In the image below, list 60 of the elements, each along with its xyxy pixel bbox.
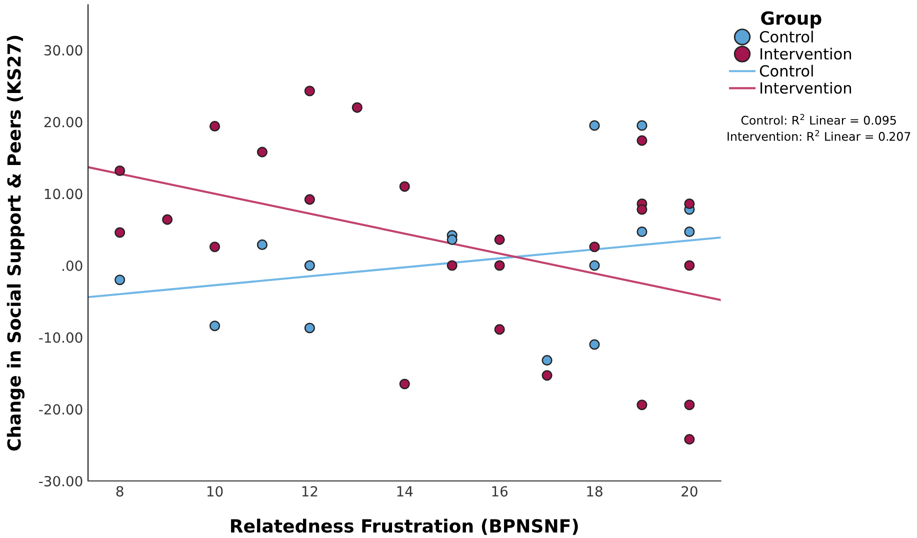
point bbox=[636, 135, 648, 146]
point bbox=[304, 194, 315, 205]
point bbox=[352, 102, 362, 113]
point bbox=[399, 378, 410, 390]
point bbox=[636, 120, 648, 131]
legend-label: Control bbox=[760, 64, 813, 77]
point bbox=[636, 400, 648, 410]
y-tick-label: .00 bbox=[62, 260, 82, 272]
legend-title: Group bbox=[761, 11, 822, 28]
x-tick-label: 8 bbox=[116, 486, 124, 497]
x-axis-title: Relatedness Frustration (BPNSNF) bbox=[231, 518, 578, 535]
y-tick-label: -20.00 bbox=[39, 404, 82, 415]
y-tick-label: -30.00 bbox=[39, 476, 82, 486]
point bbox=[542, 355, 552, 366]
point bbox=[446, 260, 458, 271]
point bbox=[494, 324, 505, 335]
point bbox=[114, 274, 126, 286]
text: Intervention: R$^{2}$ Linear = 0.207 bbox=[728, 130, 910, 141]
point bbox=[589, 120, 600, 131]
point bbox=[209, 320, 220, 332]
point bbox=[589, 260, 600, 271]
point bbox=[494, 260, 505, 271]
x-tick-label: 14 bbox=[397, 486, 413, 496]
legend-label: Intervention bbox=[760, 48, 852, 60]
point bbox=[256, 146, 268, 158]
point bbox=[304, 322, 315, 334]
point bbox=[636, 204, 648, 215]
point bbox=[589, 242, 600, 252]
x-tick-label: 20 bbox=[682, 486, 698, 497]
y-tick-label: 30.00 bbox=[44, 45, 82, 56]
point bbox=[589, 339, 600, 350]
point bbox=[209, 242, 220, 252]
point bbox=[684, 260, 695, 271]
point bbox=[162, 214, 173, 225]
point bbox=[304, 260, 315, 271]
point bbox=[304, 86, 315, 96]
point bbox=[399, 181, 410, 192]
x-tick-label: 18 bbox=[587, 486, 602, 497]
y-axis-title: Change in Social Support & Peers (KS27) bbox=[6, 36, 25, 451]
point bbox=[684, 198, 695, 210]
point bbox=[684, 226, 695, 238]
x-tick-label: 16 bbox=[492, 486, 508, 497]
y-tick-label: 20.00 bbox=[44, 116, 82, 128]
point bbox=[636, 226, 648, 238]
y-tick-label: 10.00 bbox=[44, 188, 82, 200]
point bbox=[494, 234, 505, 245]
point bbox=[256, 239, 268, 250]
point bbox=[446, 234, 458, 245]
point bbox=[209, 120, 220, 132]
legend-label: Control bbox=[760, 30, 813, 43]
legend-label: Intervention bbox=[760, 82, 852, 94]
point bbox=[684, 400, 695, 410]
x-tick-label: 10 bbox=[207, 486, 223, 497]
y-tick-label: -10.00 bbox=[39, 332, 82, 343]
point bbox=[684, 434, 695, 445]
point bbox=[542, 370, 552, 381]
text: Control: R$^{2}$ Linear = 0.095 bbox=[741, 114, 896, 125]
x-tick-label: 12 bbox=[302, 486, 318, 496]
point bbox=[114, 165, 126, 176]
point bbox=[114, 227, 126, 238]
